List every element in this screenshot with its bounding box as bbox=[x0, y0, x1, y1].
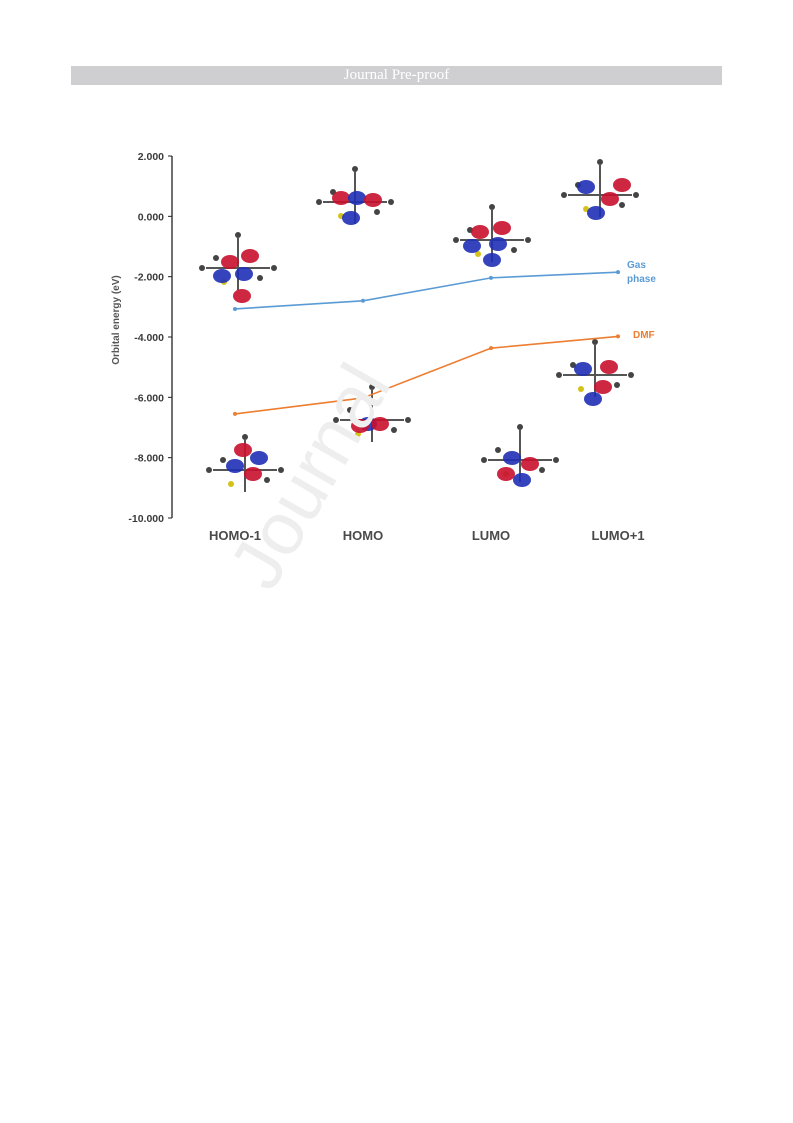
orbital-lobe bbox=[241, 249, 259, 263]
series-line bbox=[234, 335, 619, 415]
y-tick-label: -2.000 bbox=[134, 272, 164, 284]
orbital-isosurface-1 bbox=[198, 231, 278, 303]
orbital-lobe bbox=[594, 380, 612, 394]
orbital-lobe bbox=[471, 225, 489, 239]
orbital-lobe bbox=[584, 392, 602, 406]
orbital-lobe bbox=[503, 451, 521, 465]
data-point bbox=[233, 306, 237, 311]
orbital-lobe bbox=[250, 451, 268, 465]
y-tick-label: 2.000 bbox=[138, 151, 164, 163]
orbital-lobe bbox=[332, 191, 350, 205]
x-category-label: HOMO bbox=[343, 528, 383, 543]
molecule-skeleton bbox=[205, 433, 285, 493]
orbital-lobe bbox=[600, 360, 618, 374]
data-point bbox=[361, 298, 365, 303]
series-gas-phase: Gas phase bbox=[233, 260, 656, 311]
orbital-lobe bbox=[497, 467, 515, 481]
y-tick-label: 0.000 bbox=[138, 211, 164, 223]
orbital-isosurface-illustrations bbox=[198, 158, 640, 493]
orbital-lobe bbox=[221, 255, 239, 269]
orbital-isosurface-5 bbox=[205, 433, 285, 493]
orbital-lobe bbox=[351, 419, 369, 433]
orbital-lobe bbox=[213, 269, 231, 283]
series-label: Gas bbox=[627, 260, 646, 271]
y-axis-title: Orbital energy (eV) bbox=[111, 275, 122, 364]
orbital-isosurface-3 bbox=[452, 203, 532, 267]
series-dmf: DMF bbox=[233, 330, 655, 416]
data-point bbox=[233, 411, 237, 416]
orbital-lobe bbox=[521, 457, 539, 471]
y-tick-label: -6.000 bbox=[134, 392, 164, 404]
orbital-lobe bbox=[348, 191, 366, 205]
x-category-label: HOMO-1 bbox=[209, 528, 261, 543]
y-tick-label: -4.000 bbox=[134, 332, 164, 344]
series-label: DMF bbox=[633, 330, 655, 341]
series-line bbox=[234, 271, 619, 310]
series-label: phase bbox=[627, 274, 656, 285]
data-point bbox=[489, 275, 493, 280]
x-category-label: LUMO bbox=[472, 528, 510, 543]
journal-preproof-banner: Journal Pre-proof bbox=[71, 66, 722, 85]
data-point bbox=[616, 270, 620, 275]
orbital-lobe bbox=[364, 193, 382, 207]
data-point bbox=[616, 334, 620, 339]
molecule-skeleton bbox=[332, 383, 412, 443]
data-point bbox=[361, 395, 365, 400]
orbital-isosurface-4 bbox=[560, 158, 640, 220]
orbital-lobe bbox=[513, 473, 531, 487]
data-point bbox=[489, 346, 493, 351]
x-category-label: LUMO+1 bbox=[591, 528, 644, 543]
y-tick-label: -8.000 bbox=[134, 453, 164, 465]
orbital-lobe bbox=[463, 239, 481, 253]
y-tick-label: -10.000 bbox=[128, 513, 164, 525]
orbital-isosurface-8 bbox=[555, 338, 635, 406]
orbital-lobe bbox=[483, 253, 501, 267]
orbital-isosurface-7 bbox=[480, 423, 560, 487]
orbital-lobe bbox=[234, 443, 252, 457]
orbital-lobe bbox=[226, 459, 244, 473]
orbital-lobe bbox=[587, 206, 605, 220]
orbital-isosurface-2 bbox=[315, 165, 395, 225]
orbital-lobe bbox=[233, 289, 251, 303]
orbital-lobe bbox=[235, 267, 253, 281]
orbital-lobe bbox=[244, 467, 262, 481]
orbital-lobe bbox=[371, 417, 389, 431]
orbital-lobe bbox=[342, 211, 360, 225]
orbital-lobe bbox=[489, 237, 507, 251]
orbital-lobe bbox=[601, 192, 619, 206]
orbital-lobe bbox=[493, 221, 511, 235]
orbital-lobe bbox=[613, 178, 631, 192]
orbital-lobe bbox=[577, 180, 595, 194]
orbital-isosurface-6 bbox=[332, 383, 412, 443]
orbital-lobe bbox=[574, 362, 592, 376]
